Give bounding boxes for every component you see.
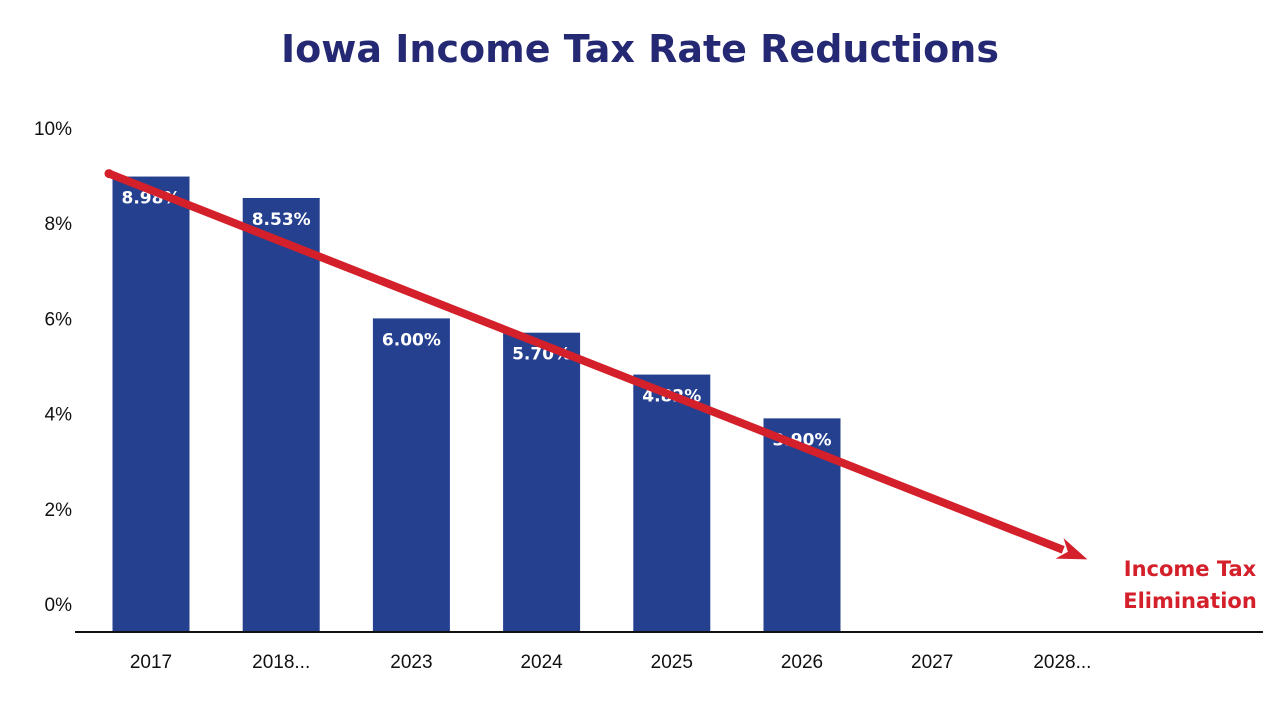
y-tick-label: 0% [45,595,73,616]
x-tick-label: 2027 [911,652,953,673]
x-tick-label: 2025 [651,652,693,673]
x-tick-label: 2028... [1033,652,1091,673]
x-axis-ticks: 2017 2018... 2023 2024 2025 2026 2027 2028... [130,652,1092,673]
bar-value-label: 8.53% [252,210,311,230]
y-tick-label: 4% [45,405,73,426]
x-tick-label: 2017 [130,652,172,673]
bar-value-label: 6.00% [382,330,441,350]
y-tick-label: 10% [34,119,72,140]
chart-title: Iowa Income Tax Rate Reductions [281,27,999,71]
annotation-line-1: Income Tax [1124,557,1257,581]
bar [503,332,581,632]
x-tick-label: 2026 [781,652,823,673]
trend-arrow-head [1055,538,1088,560]
bar [112,176,190,632]
bar [372,318,450,632]
annotation-line-2: Elimination [1123,589,1257,613]
bar [242,197,320,633]
y-tick-label: 8% [45,214,73,235]
x-tick-label: 2024 [520,652,563,673]
bar-value-label: 3.90% [773,430,832,450]
bars-group [112,176,841,633]
bar [633,374,711,632]
x-tick-label: 2023 [390,652,432,673]
trend-arrow-line [107,169,1065,554]
y-tick-label: 6% [45,309,73,330]
y-axis-ticks: 0% 2% 4% 6% 8% 10% [34,119,72,616]
x-tick-label: 2018... [252,652,310,673]
y-tick-label: 2% [45,500,73,521]
trend-arrow-group [104,169,1088,560]
